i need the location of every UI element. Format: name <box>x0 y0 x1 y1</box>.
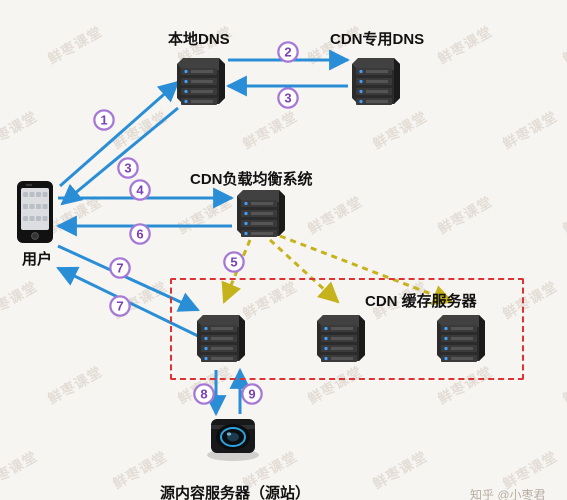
watermark-text: 鲜枣课堂 <box>109 106 171 153</box>
cdn-diagram: 鲜枣课堂鲜枣课堂鲜枣课堂鲜枣课堂鲜枣课堂鲜枣课堂鲜枣课堂鲜枣课堂鲜枣课堂鲜枣课堂… <box>0 0 567 500</box>
footer-attrib: 知乎 @小枣君 <box>470 486 546 500</box>
watermark-text: 鲜枣课堂 <box>559 191 567 238</box>
cache2-node <box>315 305 367 370</box>
cdn_lb-node <box>235 180 287 245</box>
step-badge-4-ring <box>130 180 150 200</box>
step-badge-4: 4 <box>136 183 144 198</box>
step-badge-5-ring <box>224 252 244 272</box>
local_dns-label: 本地DNS <box>168 28 230 49</box>
step-badge-3: 3 <box>124 161 131 176</box>
watermark-text: 鲜枣课堂 <box>369 446 431 493</box>
step-badge-1-ring <box>94 110 114 130</box>
watermark-text: 鲜枣课堂 <box>44 361 106 408</box>
step-badge-3-ring <box>118 158 138 178</box>
watermark-text: 鲜枣课堂 <box>369 106 431 153</box>
watermark-text: 鲜枣课堂 <box>499 106 561 153</box>
watermark-text: 鲜枣课堂 <box>174 191 236 238</box>
cache3-node <box>435 305 487 370</box>
step-badge-6: 6 <box>136 227 143 242</box>
cache-box-label: CDN 缓存服务器 <box>365 290 477 311</box>
network-arrows: 12334677895 <box>0 0 567 500</box>
step-badge-2: 2 <box>284 45 291 60</box>
step-badge-7-ring <box>110 296 130 316</box>
watermark-text: 鲜枣课堂 <box>0 106 41 153</box>
step-badge-2-ring <box>278 42 298 62</box>
user-node <box>15 180 55 249</box>
local_dns-node <box>175 48 227 113</box>
step-badge-8: 8 <box>200 387 207 402</box>
step-badge-9: 9 <box>248 387 255 402</box>
watermark-text: 鲜枣课堂 <box>304 191 366 238</box>
origin-node <box>205 415 261 468</box>
watermark-text: 鲜枣课堂 <box>434 21 496 68</box>
watermark-text: 鲜枣课堂 <box>44 21 106 68</box>
step-badge-1: 1 <box>100 113 107 128</box>
step-badge-8-ring <box>194 384 214 404</box>
user-label: 用户 <box>22 248 52 269</box>
cdn_dns-label: CDN专用DNS <box>330 28 424 49</box>
cdn_dns-node <box>350 48 402 113</box>
watermark-text: 鲜枣课堂 <box>559 21 567 68</box>
cdn_lb-label: CDN负载均衡系统 <box>190 168 313 189</box>
step-badge-7-ring <box>110 258 130 278</box>
watermark-text: 鲜枣课堂 <box>0 446 41 493</box>
step-badge-5: 5 <box>230 255 237 270</box>
step-badge-9-ring <box>242 384 262 404</box>
watermark-text: 鲜枣课堂 <box>0 276 41 323</box>
edge-local_dns-user <box>62 108 178 204</box>
step-badge-7: 7 <box>116 299 123 314</box>
origin-label: 源内容服务器（源站） <box>160 482 310 500</box>
step-badge-6-ring <box>130 224 150 244</box>
edge-user-local_dns <box>60 82 178 186</box>
watermark-text: 鲜枣课堂 <box>239 106 301 153</box>
watermark-text: 鲜枣课堂 <box>559 361 567 408</box>
step-badge-3: 3 <box>284 91 291 106</box>
watermark-text: 鲜枣课堂 <box>109 276 171 323</box>
step-badge-7: 7 <box>116 261 123 276</box>
step-badge-3-ring <box>278 88 298 108</box>
cache1-node <box>195 305 247 370</box>
watermark-text: 鲜枣课堂 <box>434 191 496 238</box>
